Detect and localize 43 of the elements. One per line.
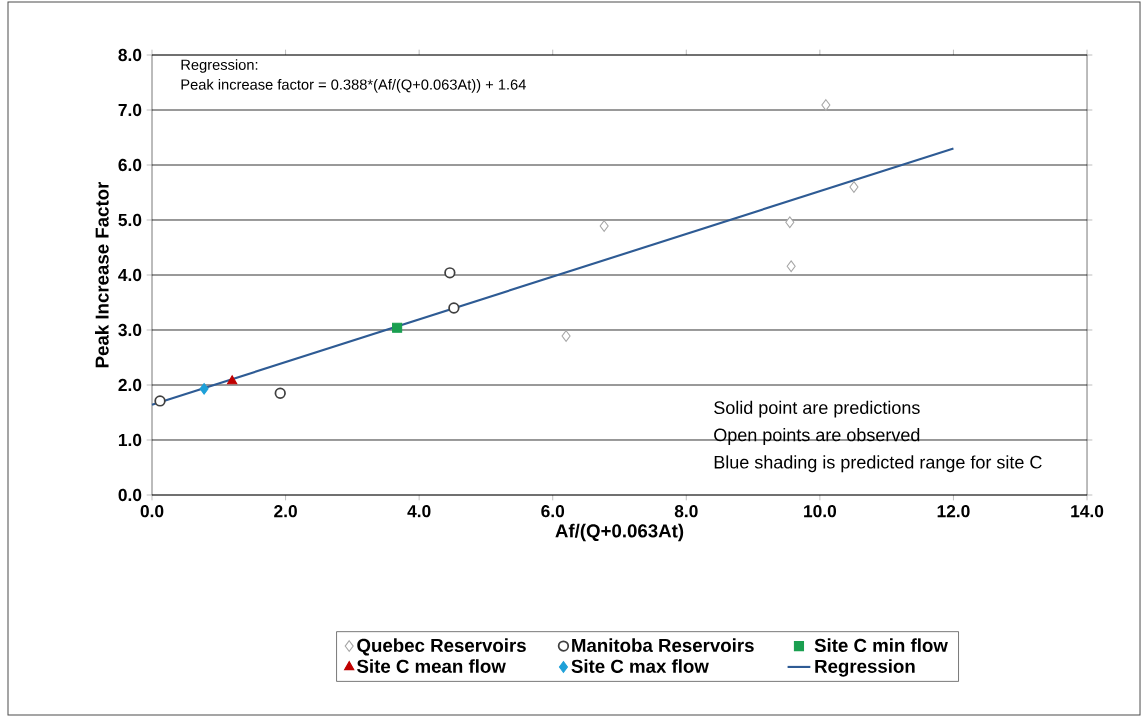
point (785, 216, 795, 229)
y-tick-label: 1.0 (118, 433, 142, 447)
x-tick-label: 2.0 (274, 505, 297, 518)
point (274, 387, 286, 399)
y-axis-title: Peak Increase Factor (95, 181, 109, 368)
x-tick-label: 14.0 (1071, 505, 1104, 518)
annotation: Peak increase factor = 0.388*(Af/(Q+0.063At)) + 1.64 (181, 78, 526, 93)
y-tick-label: 2.0 (118, 378, 142, 392)
legend-label: Quebec Reservoirs (357, 638, 526, 656)
x-tick-label: 0.0 (140, 505, 164, 518)
legend-label: Regression (815, 659, 915, 677)
x-tick-label: 12.0 (937, 505, 970, 518)
y-tick-label: 6.0 (118, 158, 142, 172)
point (226, 375, 238, 385)
y-tick-label: 0.0 (118, 488, 142, 502)
legend-label: Site C mean flow (357, 659, 506, 673)
y-tick-label: 3.0 (118, 323, 142, 337)
point (154, 395, 166, 407)
y-tick-label: 4.0 (118, 268, 142, 282)
legend-label: Site C min flow (814, 638, 948, 653)
legend-label: Manitoba Reservoirs (572, 638, 754, 653)
x-tick-label: 10.0 (804, 505, 837, 518)
x-tick-label: 8.0 (674, 505, 698, 518)
point (561, 330, 571, 342)
point (444, 267, 456, 279)
annotation: Solid point are predictions (714, 400, 920, 418)
point (199, 382, 209, 395)
point (392, 322, 403, 333)
annotation: Blue shading is predicted range for site C (714, 455, 1042, 473)
point (821, 99, 831, 111)
y-tick-label: 5.0 (118, 213, 142, 227)
point (599, 220, 609, 232)
y-tick-label: 7.0 (118, 103, 142, 117)
annotation: Regression: (181, 59, 258, 73)
point (786, 260, 796, 273)
x-tick-label: 4.0 (407, 505, 431, 518)
point (448, 302, 460, 314)
x-tick-label: 6.0 (541, 505, 565, 518)
legend-label: Site C max flow (571, 659, 709, 673)
point (849, 181, 859, 193)
x-axis-title: Af/(Q+0.063At) (555, 523, 684, 542)
y-tick-label: 8.0 (118, 48, 142, 62)
annotation: Open points are observed (714, 428, 920, 445)
